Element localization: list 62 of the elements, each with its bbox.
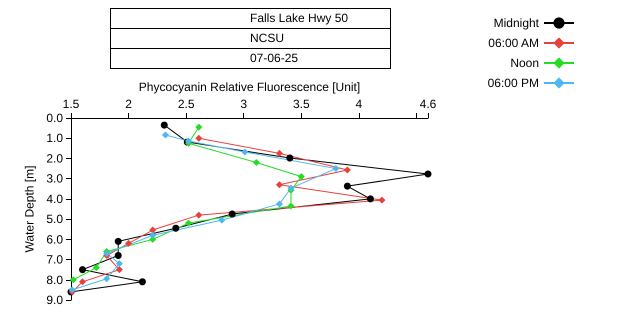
point — [252, 158, 260, 166]
legend-label: Noon — [510, 56, 539, 70]
point — [195, 124, 202, 131]
point — [344, 182, 351, 190]
x-tick-label: 2 — [125, 97, 132, 111]
y-tick-label: 2.0 — [46, 151, 64, 166]
x-tick-label: 2.5 — [178, 97, 195, 111]
x-tick-label: 3.5 — [292, 97, 310, 111]
point — [149, 226, 156, 234]
point — [195, 134, 202, 142]
point — [366, 195, 374, 202]
point — [424, 170, 432, 178]
y-tick-label: 0.0 — [46, 111, 64, 125]
point — [184, 220, 192, 227]
point — [149, 232, 156, 239]
point — [114, 238, 122, 245]
point — [160, 122, 168, 129]
x-tick-label: 4 — [356, 97, 363, 111]
x-tick-label: 1.5 — [62, 97, 80, 111]
point — [276, 181, 283, 188]
point — [218, 216, 226, 224]
point — [332, 165, 340, 172]
y-tick-label: 1.0 — [46, 131, 64, 146]
x-tick-label: 3 — [240, 97, 248, 111]
point — [344, 166, 351, 174]
legend-label: 06:00 PM — [488, 76, 539, 90]
point — [228, 210, 236, 218]
x-tick-label: 4.6 — [420, 97, 437, 111]
point — [172, 224, 180, 232]
point — [138, 278, 146, 286]
legend-label: Midnight — [494, 16, 540, 30]
point — [162, 131, 169, 138]
point — [378, 196, 386, 204]
point — [114, 252, 122, 260]
point — [287, 202, 294, 210]
point — [276, 150, 283, 157]
point — [241, 148, 248, 156]
y-tick-label: 9.0 — [46, 293, 64, 307]
point — [276, 200, 283, 208]
legend-label: 06:00 AM — [488, 36, 539, 50]
point — [92, 264, 100, 272]
y-tick-label: 8.0 — [46, 272, 64, 287]
y-axis-title: Water Depth [m] — [22, 166, 36, 252]
point — [286, 154, 294, 162]
point — [125, 240, 132, 247]
y-tick-label: 5.0 — [46, 212, 64, 226]
point — [116, 260, 123, 268]
point — [103, 275, 110, 282]
y-tick-label: 3.0 — [46, 172, 64, 186]
point — [116, 266, 123, 274]
point — [79, 278, 86, 286]
point — [298, 173, 305, 180]
chart-subtitle: NCSU — [250, 31, 284, 45]
y-tick-label: 6.0 — [46, 232, 64, 246]
y-tick-label: 7.0 — [46, 252, 64, 267]
x-axis-title: Phycocyanin Relative Fluorescence [Unit] — [138, 80, 360, 94]
text: 07-06-25 — [250, 51, 298, 65]
chart-title: Falls Lake Hwy 50 — [250, 11, 348, 25]
point — [195, 212, 202, 219]
point — [79, 266, 86, 274]
y-tick-label: 4.0 — [46, 192, 64, 206]
point — [70, 276, 77, 284]
